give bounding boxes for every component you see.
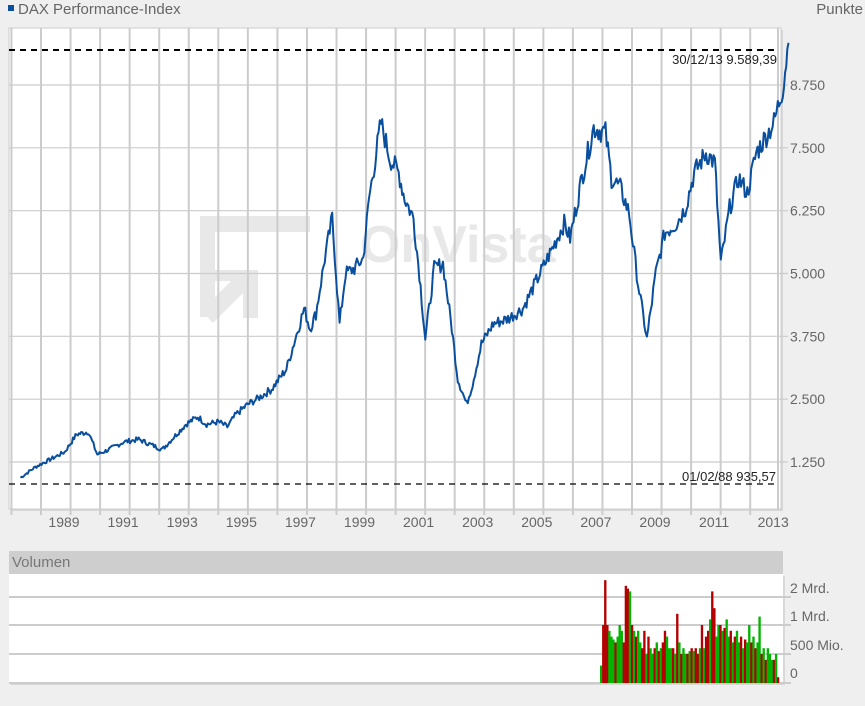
x-axis-tick-label: 2005 <box>521 514 552 530</box>
x-axis-tick-label: 2011 <box>699 514 729 530</box>
y-axis-tick-label: 3.750 <box>790 328 825 344</box>
x-axis-tick-label: 1989 <box>48 514 79 530</box>
svg-text:OnVista: OnVista <box>360 216 557 274</box>
x-axis-tick-label: 2007 <box>580 514 611 530</box>
x-axis-tick-label: 1997 <box>285 514 316 530</box>
volume-y-tick-label: 500 Mio. <box>790 637 844 653</box>
x-axis-tick-label: 2003 <box>462 514 493 530</box>
dax-price-line <box>19 42 790 479</box>
x-axis-tick-label: 2013 <box>758 514 789 530</box>
volume-y-tick-label: 1 Mrd. <box>790 608 830 624</box>
chart-legend: DAX Performance-Index <box>8 1 181 18</box>
y-axis-tick-label: 5.000 <box>790 266 825 282</box>
x-axis-tick-label: 1993 <box>167 514 198 530</box>
volume-panel-header: Volumen <box>9 551 783 574</box>
price-chart[interactable]: OnVista 1.250 2.500 3.750 5.000 6.250 7.500 8.7… <box>0 0 865 545</box>
legend-label: DAX Performance-Index <box>18 1 181 18</box>
volume-panel-title: Volumen <box>12 554 71 571</box>
watermark-logo: OnVista <box>200 216 557 323</box>
y-axis-tick-label: 1.250 <box>790 454 825 470</box>
x-axis-tick-label: 1991 <box>108 514 139 530</box>
legend-swatch-icon <box>8 5 14 12</box>
min-value-annotation: 01/02/88 935,57 <box>682 469 776 484</box>
y-axis-tick-label: 6.250 <box>790 203 825 219</box>
x-axis-tick-label: 1995 <box>226 514 257 530</box>
x-axis-tick-label: 2001 <box>403 514 434 530</box>
y-axis-unit-label: Punkte <box>816 1 863 18</box>
x-axis-tick-label: 1999 <box>344 514 375 530</box>
y-axis-tick-label: 2.500 <box>790 391 825 407</box>
y-axis-tick-label: 8.750 <box>790 77 825 93</box>
volume-y-tick-label: 2 Mrd. <box>790 580 830 596</box>
max-value-annotation: 30/12/13 9.589,39 <box>672 52 777 67</box>
y-axis-tick-label: 7.500 <box>790 140 825 156</box>
volume-y-tick-label: 0 <box>790 665 798 681</box>
x-axis-tick-label: 2009 <box>639 514 670 530</box>
